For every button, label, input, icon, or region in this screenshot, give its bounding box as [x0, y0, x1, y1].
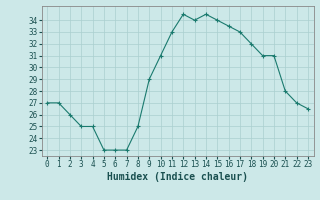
X-axis label: Humidex (Indice chaleur): Humidex (Indice chaleur) [107, 172, 248, 182]
